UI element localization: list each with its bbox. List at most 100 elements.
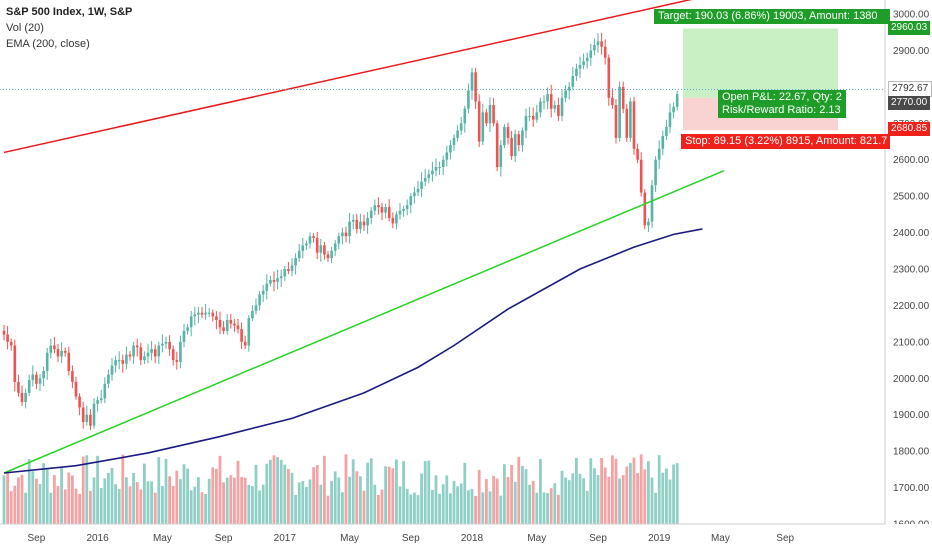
volume-bar bbox=[153, 492, 157, 524]
candle-body bbox=[294, 258, 297, 266]
volume-bar bbox=[171, 486, 175, 524]
candle-body bbox=[362, 221, 366, 226]
volume-bar bbox=[510, 464, 513, 524]
candle-body bbox=[503, 126, 506, 146]
candle-body bbox=[643, 192, 647, 226]
candle-body bbox=[308, 236, 312, 244]
support-trendline bbox=[3, 169, 725, 474]
volume-bar bbox=[384, 466, 387, 524]
candle-body bbox=[557, 105, 560, 116]
volume-bar bbox=[549, 488, 553, 524]
volume-bar bbox=[463, 462, 467, 524]
volume-bar bbox=[481, 492, 485, 524]
volume-bar bbox=[193, 486, 197, 524]
candle-body bbox=[315, 238, 319, 253]
candle-body bbox=[499, 145, 503, 167]
legend-symbol: S&P 500 Index, 1W, S&P bbox=[6, 6, 133, 18]
volume-bar bbox=[391, 468, 395, 524]
candle-body bbox=[366, 218, 369, 226]
x-tick-label: 2018 bbox=[461, 533, 484, 544]
volume-bar bbox=[355, 471, 359, 524]
candle-body bbox=[405, 205, 409, 209]
open-pl-label[interactable]: Open P&L: 22.67, Qty: 2 Risk/Reward Rati… bbox=[718, 90, 846, 118]
volume-bar bbox=[261, 484, 265, 524]
volume-bar bbox=[539, 458, 542, 524]
volume-bar bbox=[423, 461, 427, 524]
volume-bar bbox=[96, 455, 99, 524]
candle-body bbox=[204, 312, 207, 315]
volume-bar bbox=[60, 467, 63, 524]
volume-bar bbox=[20, 474, 24, 524]
stop-price-tag: 2680.85 bbox=[888, 122, 931, 136]
candle-body bbox=[85, 414, 89, 422]
volume-bar bbox=[629, 462, 632, 524]
volume-bar bbox=[279, 459, 283, 524]
candle-body bbox=[243, 341, 247, 346]
candle-body bbox=[92, 403, 96, 426]
candle-body bbox=[312, 236, 315, 239]
volume-bar bbox=[434, 475, 438, 524]
candle-body bbox=[121, 360, 125, 364]
candle-body bbox=[467, 90, 470, 109]
volume-bar bbox=[657, 455, 661, 524]
y-tick-label: 2000.00 bbox=[893, 374, 930, 385]
volume-bar bbox=[81, 456, 85, 524]
y-tick-label: 2200.00 bbox=[893, 301, 930, 312]
volume-bar bbox=[243, 477, 247, 524]
candle-body bbox=[625, 108, 629, 138]
candle-body bbox=[618, 86, 621, 138]
candle-body bbox=[459, 123, 463, 131]
risk-reward-text: Risk/Reward Ratio: 2.13 bbox=[722, 104, 841, 116]
candle-body bbox=[240, 329, 243, 342]
stop-label[interactable]: Stop: 89.15 (3.22%) 8915, Amount: 821.7 bbox=[681, 134, 890, 149]
candle-body bbox=[531, 116, 535, 120]
candle-body bbox=[513, 134, 517, 157]
candle-body bbox=[395, 214, 398, 224]
open-pl-text: Open P&L: 22.67, Qty: 2 bbox=[722, 91, 842, 103]
volume-bar bbox=[409, 494, 413, 524]
target-zone bbox=[683, 28, 838, 98]
volume-bar bbox=[132, 473, 135, 524]
volume-bar bbox=[38, 484, 42, 524]
candle-body bbox=[553, 105, 557, 109]
target-label[interactable]: Target: 190.03 (6.86%) 19003, Amount: 13… bbox=[654, 9, 890, 24]
volume-bar bbox=[452, 481, 456, 524]
y-tick-label: 1900.00 bbox=[893, 410, 930, 421]
candle-body bbox=[639, 159, 643, 193]
candle-body bbox=[132, 345, 135, 357]
candle-body bbox=[665, 126, 668, 137]
volume-bar bbox=[189, 490, 193, 524]
candle-body bbox=[657, 148, 661, 160]
volume-bar bbox=[222, 482, 225, 524]
candle-body bbox=[629, 101, 632, 138]
candle-body bbox=[153, 349, 157, 357]
candle-body bbox=[607, 57, 611, 98]
candle-body bbox=[200, 312, 204, 315]
candle-body bbox=[420, 181, 423, 189]
legend-volume: Vol (20) bbox=[6, 22, 44, 34]
y-tick-label: 2500.00 bbox=[893, 192, 930, 203]
candle-body bbox=[13, 345, 17, 382]
volume-bar bbox=[63, 489, 67, 524]
volume-bar bbox=[9, 491, 13, 524]
candle-body bbox=[521, 130, 524, 146]
volume-bar bbox=[92, 477, 96, 524]
candle-body bbox=[337, 236, 341, 244]
candle-body bbox=[63, 350, 67, 353]
volume-bar bbox=[449, 493, 452, 524]
volume-bar bbox=[315, 465, 319, 524]
candle-body bbox=[125, 354, 128, 364]
volume-bar bbox=[330, 480, 333, 524]
candle-body bbox=[672, 106, 675, 113]
candle-body bbox=[27, 380, 31, 393]
volume-bar bbox=[560, 470, 564, 524]
volume-bar bbox=[517, 456, 521, 524]
volume-bar bbox=[297, 482, 301, 524]
candle-body bbox=[485, 112, 488, 124]
candle-body bbox=[449, 145, 452, 153]
candle-body bbox=[398, 210, 402, 215]
y-tick-label: 2400.00 bbox=[893, 228, 930, 239]
candle-body bbox=[143, 356, 146, 361]
volume-bar bbox=[571, 473, 575, 524]
